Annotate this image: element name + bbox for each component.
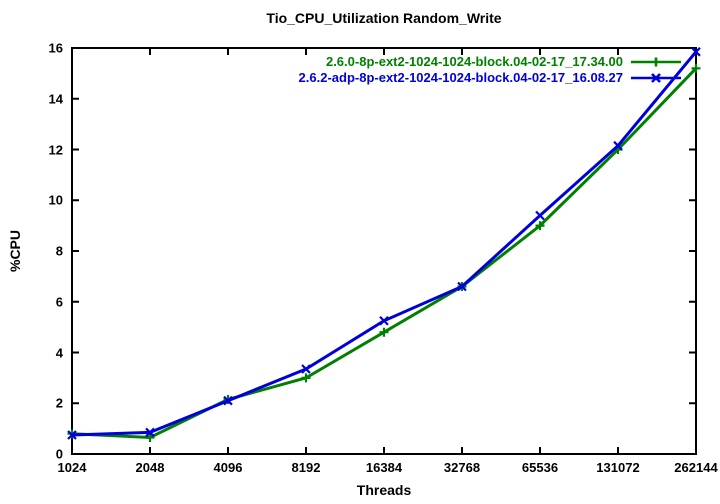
series-markers-0 [67,63,701,443]
y-tick-label: 2 [55,395,63,411]
legend-label: 2.6.2-adp-8p-ext2-1024-1024-block.04-02-… [298,70,623,85]
legend: 2.6.0-8p-ext2-1024-1024-block.04-02-17_1… [299,54,682,86]
plot-border [71,47,697,455]
legend-key-sample [631,57,681,67]
x-tick-label: 4096 [213,460,243,475]
series-line-1 [71,50,698,437]
axis-ticks [71,47,697,455]
y-tick-label: 0 [55,446,63,462]
x-tick-label: 8192 [291,460,321,475]
x-axis-label: Threads [356,482,412,498]
y-tick-label: 6 [55,294,63,310]
y-tick-label: 4 [55,345,63,360]
y-tick-label: 8 [55,243,63,259]
x-tick-label: 131072 [596,460,640,475]
chart-title: Tio_CPU_Utilization Random_Write [266,10,502,26]
legend-label: 2.6.0-8p-ext2-1024-1024-block.04-02-17_1… [325,54,623,69]
y-tick-label: 14 [48,91,63,107]
x-tick-label: 65536 [521,460,559,475]
x-tick-label: 16384 [365,460,403,475]
x-tick-label: 1024 [57,460,87,475]
series-line-0 [71,67,698,440]
y-tick-label: 12 [48,142,63,157]
y-tick-label: 16 [48,40,63,56]
x-tick-label: 2048 [135,460,165,475]
legend-entry-0: 2.6.0-8p-ext2-1024-1024-block.04-02-17_1… [326,54,682,70]
x-tick-label: 32768 [443,460,481,475]
y-tick-label: 10 [48,192,63,208]
x-tick-label: 262144 [674,460,718,475]
legend-entry-1: 2.6.2-adp-8p-ext2-1024-1024-block.04-02-… [299,70,682,86]
legend-key-sample [631,73,681,83]
series-markers-1 [67,47,701,440]
